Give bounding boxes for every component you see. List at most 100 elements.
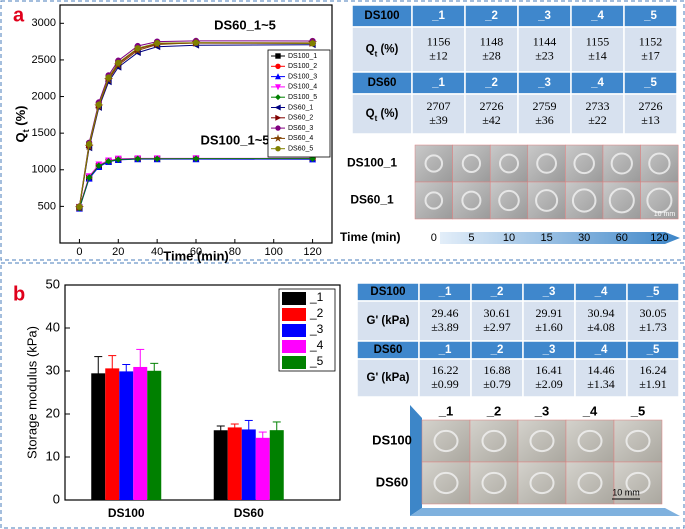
error-bar bbox=[230, 423, 239, 431]
photo-row-label: DS60 bbox=[376, 474, 409, 489]
x-tick-label: 40 bbox=[151, 246, 163, 258]
photo-sample bbox=[577, 471, 603, 495]
table-value: 1155 bbox=[586, 34, 610, 48]
bar bbox=[241, 429, 256, 500]
error-bar bbox=[216, 425, 225, 435]
table-header: _4 bbox=[590, 10, 604, 22]
photo-sample bbox=[529, 471, 555, 495]
series-line bbox=[78, 158, 313, 209]
legend-swatch bbox=[282, 324, 306, 337]
legend-marker bbox=[275, 114, 282, 121]
photo-sample bbox=[481, 471, 507, 495]
table-header: _3 bbox=[542, 286, 556, 298]
row-label-part: Q bbox=[366, 44, 375, 56]
table-value: ±42 bbox=[482, 113, 501, 127]
table-header: _5 bbox=[646, 286, 660, 298]
photo bbox=[602, 181, 641, 220]
data-point bbox=[192, 155, 200, 162]
table-header: _3 bbox=[537, 77, 551, 89]
photo-sample bbox=[625, 429, 651, 453]
table-cell bbox=[626, 358, 680, 398]
legend-marker bbox=[273, 134, 283, 142]
table-cell bbox=[418, 358, 472, 398]
table-value: 16.22 bbox=[432, 363, 459, 377]
error-bar bbox=[122, 364, 131, 379]
legend-marker bbox=[274, 73, 282, 80]
table-cell bbox=[470, 358, 524, 398]
photo-sample bbox=[625, 471, 651, 495]
legend-swatch bbox=[282, 308, 306, 321]
photo-sample bbox=[529, 429, 555, 453]
photo-col-label: _2 bbox=[486, 403, 501, 418]
annotation: DS100_1~5 bbox=[200, 132, 269, 147]
row-label-part: t bbox=[375, 49, 378, 58]
error-bar bbox=[136, 348, 145, 385]
table-value: ±14 bbox=[588, 48, 607, 62]
y-tick-label: 0 bbox=[53, 491, 60, 506]
series-line bbox=[78, 158, 313, 209]
table-row-label: Qt (%) bbox=[366, 108, 399, 123]
table-header: _1 bbox=[438, 344, 452, 356]
photo-col-label: _1 bbox=[438, 403, 453, 418]
table-value: ±22 bbox=[588, 113, 607, 127]
table-header: DS100 bbox=[364, 10, 399, 22]
x-tick-label: 20 bbox=[112, 246, 124, 258]
photo bbox=[565, 461, 615, 505]
data-point bbox=[115, 59, 122, 66]
data-point bbox=[154, 39, 161, 47]
data-point bbox=[192, 39, 200, 46]
y-axis-label: Qt (%) bbox=[13, 106, 31, 143]
table-cell bbox=[517, 93, 572, 135]
legend-marker bbox=[274, 84, 282, 91]
table-value: ±1.34 bbox=[587, 377, 615, 391]
table-cell bbox=[623, 93, 678, 135]
y-tick-label: 3000 bbox=[32, 17, 56, 29]
table-value: ±1.60 bbox=[535, 320, 563, 334]
table-cell bbox=[356, 358, 420, 398]
table-cell bbox=[464, 93, 519, 135]
table-cell bbox=[623, 26, 678, 73]
photo bbox=[527, 144, 566, 183]
y-tick-label: 1000 bbox=[32, 164, 56, 176]
photo bbox=[489, 181, 529, 220]
table-cell bbox=[626, 300, 680, 342]
scale-label: 10 mm bbox=[612, 487, 640, 497]
x-tick-label: 0 bbox=[76, 246, 82, 258]
photo-sample bbox=[498, 153, 520, 174]
bar bbox=[269, 430, 284, 500]
plot-frame bbox=[64, 284, 341, 501]
y-axis-label-part: Q bbox=[13, 132, 28, 142]
photo bbox=[469, 419, 519, 463]
data-point bbox=[76, 203, 83, 210]
panel-label: a bbox=[13, 4, 25, 26]
table-value: 2726 bbox=[639, 99, 663, 113]
photo bbox=[613, 461, 663, 505]
time-arrow bbox=[440, 232, 680, 244]
legend-label: DS100_4 bbox=[288, 84, 317, 91]
legend-label: DS60_2 bbox=[288, 115, 313, 122]
y-tick-label: 20 bbox=[46, 405, 60, 420]
table-value: 16.41 bbox=[536, 363, 563, 377]
photo-sample bbox=[608, 187, 635, 214]
table-value: ±0.79 bbox=[483, 377, 511, 391]
legend-label: _2 bbox=[309, 306, 324, 320]
table-value: 30.94 bbox=[588, 306, 615, 320]
photo-row-label: DS100 bbox=[372, 432, 412, 447]
table-value: 2733 bbox=[586, 99, 610, 113]
photo bbox=[452, 144, 491, 183]
legend-swatch bbox=[282, 340, 306, 353]
panel-border bbox=[0, 262, 685, 529]
row-label-part: (%) bbox=[377, 44, 398, 56]
table-header: _3 bbox=[537, 10, 551, 22]
y-tick-label: 500 bbox=[38, 200, 56, 212]
table-value: ±2.97 bbox=[483, 320, 511, 334]
legend-label: DS100_1 bbox=[288, 53, 317, 60]
error-bar bbox=[108, 355, 117, 382]
bar bbox=[213, 430, 228, 500]
photo bbox=[414, 144, 453, 183]
table-value: ±0.99 bbox=[431, 377, 459, 391]
table-header: _2 bbox=[490, 286, 504, 298]
photo bbox=[527, 181, 566, 220]
panel-border bbox=[0, 0, 685, 261]
